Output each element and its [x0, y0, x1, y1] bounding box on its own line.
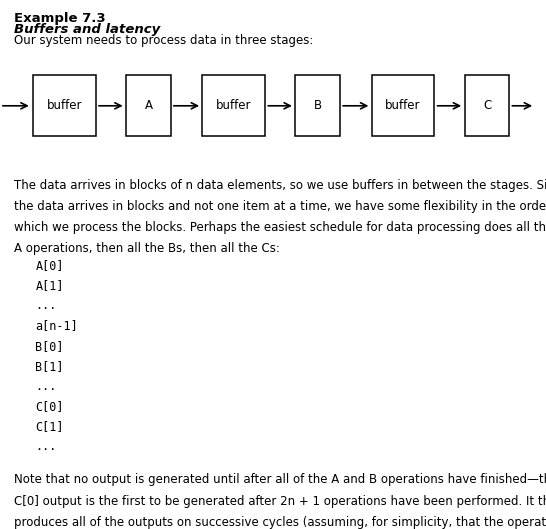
Text: A[0]: A[0]	[35, 259, 64, 272]
Text: A: A	[145, 99, 152, 112]
Text: C: C	[483, 99, 491, 112]
Text: B: B	[314, 99, 322, 112]
Bar	[202, 75, 265, 136]
Text: B[1]: B[1]	[35, 360, 64, 373]
Text: ...: ...	[35, 299, 57, 313]
Bar	[126, 75, 171, 136]
Text: produces all of the outputs on successive cycles (assuming, for simplicity, that: produces all of the outputs on successiv…	[14, 516, 546, 529]
Text: C[0]: C[0]	[35, 400, 64, 413]
Bar	[371, 75, 434, 136]
Text: a[n-1]: a[n-1]	[35, 320, 78, 333]
Text: which we process the blocks. Perhaps the easiest schedule for data processing do: which we process the blocks. Perhaps the…	[14, 221, 546, 234]
Text: buffer: buffer	[216, 99, 252, 112]
Text: ...: ...	[35, 380, 57, 393]
Text: The data arrives in blocks of n data elements, so we use buffers in between the : The data arrives in blocks of n data ele…	[14, 179, 546, 192]
Bar	[33, 75, 96, 136]
Text: ...: ...	[35, 440, 57, 453]
Text: Example 7.3: Example 7.3	[14, 12, 105, 25]
Bar	[295, 75, 340, 136]
Text: C[0] output is the first to be generated after 2n + 1 operations have been perfo: C[0] output is the first to be generated…	[14, 495, 546, 508]
Text: A operations, then all the Bs, then all the Cs:: A operations, then all the Bs, then all …	[14, 242, 280, 256]
Text: Our system needs to process data in three stages:: Our system needs to process data in thre…	[14, 34, 313, 48]
Text: A[1]: A[1]	[35, 279, 64, 293]
Text: Buffers and latency: Buffers and latency	[14, 23, 160, 36]
Text: buffer: buffer	[385, 99, 421, 112]
Bar	[465, 75, 509, 136]
Text: the data arrives in blocks and not one item at a time, we have some flexibility : the data arrives in blocks and not one i…	[14, 200, 546, 213]
Text: C[1]: C[1]	[35, 420, 64, 433]
Text: buffer: buffer	[46, 99, 82, 112]
Text: B[0]: B[0]	[35, 340, 64, 353]
Text: Note that no output is generated until after all of the A and B operations have : Note that no output is generated until a…	[14, 473, 546, 487]
